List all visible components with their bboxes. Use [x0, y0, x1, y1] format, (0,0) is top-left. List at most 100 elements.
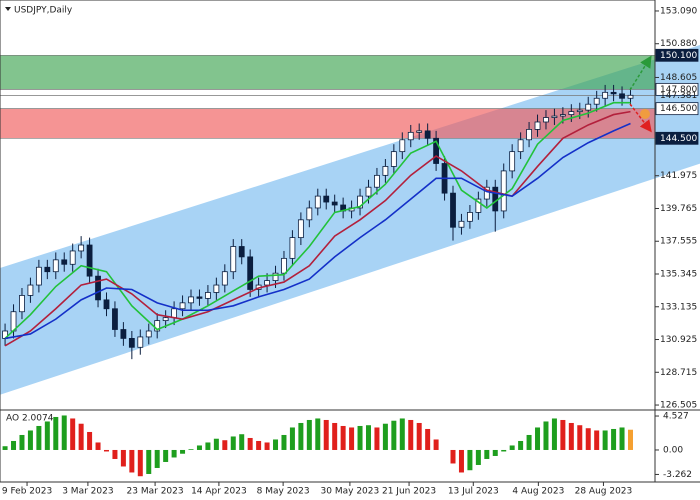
candle-body	[543, 117, 549, 123]
candle-body	[559, 114, 566, 117]
y-tick-label: 126.505	[660, 401, 697, 411]
x-tick-label: 14 Apr 2023	[191, 487, 247, 497]
level-label: 147.800	[660, 85, 697, 95]
candle-body	[188, 296, 194, 304]
x-tick-label: 3 Mar 2023	[62, 487, 113, 497]
y-tick-label: 128.715	[660, 368, 697, 378]
ao-bar	[213, 438, 219, 450]
candle-body	[120, 329, 127, 339]
ao-bar	[543, 421, 549, 450]
ao-bar	[298, 422, 304, 450]
candle-body	[27, 284, 34, 296]
ao-bar	[230, 436, 236, 450]
candle-body	[230, 246, 237, 273]
candle-body	[314, 195, 321, 209]
candle-body	[467, 212, 473, 222]
y-tick-label: 141.975	[660, 171, 697, 181]
y-tick-label: 153.090	[660, 6, 697, 16]
level-label: 147.381	[660, 91, 697, 101]
y-tick-label: 137.555	[660, 237, 697, 247]
candle-body	[289, 237, 296, 259]
candle-body	[103, 299, 110, 310]
candle-body	[365, 186, 372, 197]
candle-body	[272, 272, 279, 281]
candle-body	[534, 121, 541, 130]
level-label-bg	[655, 131, 699, 145]
ao-bar	[416, 422, 422, 450]
ao-bar	[247, 437, 253, 450]
ao-bar	[365, 425, 371, 450]
candle-body	[390, 151, 397, 167]
ao-bar	[87, 431, 93, 450]
candle-body	[331, 201, 338, 206]
candle-body	[86, 244, 93, 277]
ao-bar	[137, 449, 143, 477]
candle-body	[407, 131, 414, 141]
ao-bar	[594, 430, 600, 450]
ao-bar	[146, 449, 152, 474]
candle-body	[35, 266, 42, 286]
ao-bar	[171, 449, 177, 458]
ao-bar	[551, 418, 557, 450]
ao-bar	[450, 449, 456, 464]
candle-body	[450, 192, 456, 228]
ao-bar	[112, 449, 118, 459]
ao-bar	[129, 449, 135, 473]
level-label: 144.500	[660, 134, 697, 144]
candle-body	[509, 151, 516, 172]
ao-bar	[382, 423, 388, 450]
ao-bar	[281, 434, 287, 450]
candle-body	[205, 292, 211, 299]
candle-body	[297, 219, 304, 239]
candle-body	[61, 259, 68, 265]
x-tick-label: 4 Aug 2023	[512, 487, 564, 497]
ao-bar	[264, 442, 270, 450]
ao-bar	[611, 428, 617, 450]
candle-body	[551, 115, 558, 118]
ao-bar	[103, 449, 109, 452]
ao-bar	[475, 449, 481, 465]
ao-bar	[95, 442, 101, 450]
candle-body	[399, 139, 406, 153]
price-zone	[0, 108, 655, 139]
ao-bar	[332, 422, 338, 450]
current-marker	[640, 109, 650, 119]
ao-bar	[425, 428, 431, 450]
ao-bar	[340, 425, 346, 450]
indicator-title: AO 2.0074	[6, 414, 54, 424]
y-tick-label: 4.527	[663, 412, 689, 422]
candle-body	[247, 256, 254, 290]
ao-bar	[273, 439, 279, 450]
level-label: 150.100	[660, 51, 697, 61]
candle-body	[458, 220, 465, 228]
ao-bar	[501, 449, 507, 452]
y-tick-label: 139.765	[660, 204, 697, 214]
candle-body	[95, 275, 101, 301]
ao-bar	[61, 415, 67, 450]
price-zone	[0, 55, 655, 90]
candle-body	[69, 250, 76, 265]
ao-bar	[256, 440, 262, 450]
candle-body	[128, 338, 135, 348]
title-icon	[5, 7, 11, 11]
ao-bar	[120, 449, 126, 467]
ao-bar	[306, 419, 312, 450]
y-tick-label: 0.00	[663, 445, 683, 455]
ao-bar	[602, 430, 608, 450]
candle-body	[619, 93, 625, 99]
ao-bar	[619, 427, 625, 450]
candle-body	[382, 166, 389, 176]
ao-bar	[408, 419, 414, 450]
y-tick-label: 135.345	[660, 270, 697, 280]
candle-body	[238, 246, 245, 258]
candle-body	[213, 284, 220, 293]
ao-bar	[433, 439, 439, 450]
ao-bar	[163, 449, 169, 462]
price-channel	[0, 44, 700, 395]
ao-bar	[78, 423, 84, 450]
ao-bar	[526, 434, 532, 450]
candle-body	[517, 139, 524, 153]
moving-average	[4, 122, 631, 340]
candle-body	[357, 195, 363, 209]
